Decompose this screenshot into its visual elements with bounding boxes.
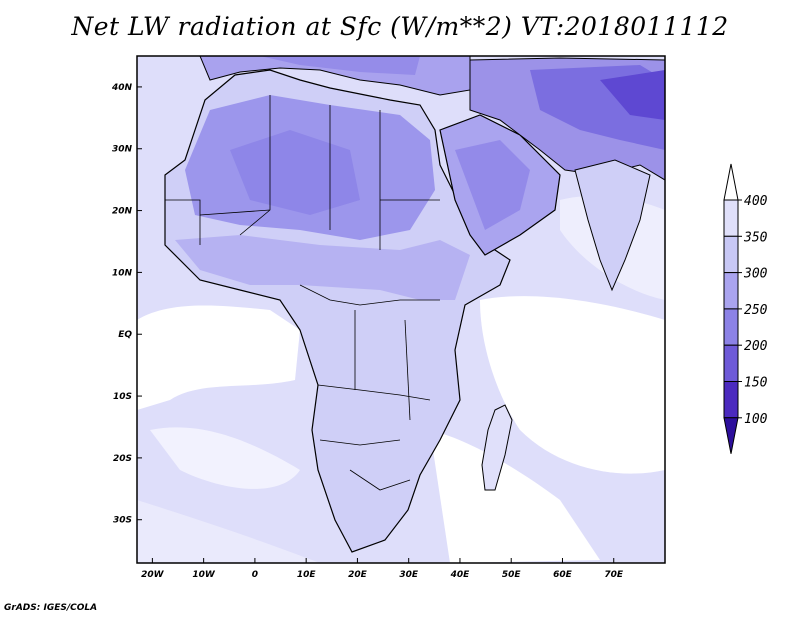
lon-tick-label: 10W: [192, 570, 216, 580]
latitude-axis: 40N 30N 20N 10N EQ 10S 20S 30S: [111, 83, 142, 526]
colorbar-label: 400: [744, 194, 768, 209]
lon-tick-label: 20W: [141, 570, 165, 580]
colorbar-box: [723, 235, 739, 274]
colorbar-label: 150: [744, 376, 768, 391]
lat-tick-label: 10N: [112, 268, 133, 278]
colorbar-box: [723, 272, 739, 310]
colorbar-box: [723, 308, 739, 346]
colorbar-label: 350: [743, 230, 768, 245]
lat-tick-label: 20N: [112, 207, 133, 217]
lat-tick-label: 30N: [112, 145, 133, 155]
map-frame: [136, 55, 666, 564]
colorbar-label: 250: [744, 303, 768, 318]
colorbar-box: [723, 381, 739, 419]
madagascar: [481, 404, 513, 491]
map-title: Net LW radiation at Sfc (W/m**2) VT:2018…: [71, 12, 729, 41]
lon-tick-label: 20E: [348, 570, 368, 580]
lon-tick-label: 40E: [450, 570, 471, 580]
lat-tick-label: 30S: [113, 516, 132, 526]
grads-credit: GrADS: IGES/COLA: [4, 603, 98, 613]
radiation-field: [137, 56, 665, 563]
lat-tick-label: 10S: [113, 392, 132, 402]
colorbar-label: 300: [743, 267, 768, 282]
colorbar: 400 350 300 250 200 150 100: [723, 163, 768, 454]
lon-tick-label: 70E: [604, 570, 624, 580]
lon-tick-label: 30E: [399, 570, 419, 580]
colorbar-top-arrow: [723, 163, 739, 201]
india-land: [574, 159, 651, 292]
lat-tick-label: EQ: [118, 330, 132, 340]
lon-tick-label: 50E: [502, 570, 522, 580]
colorbar-label: 100: [744, 412, 768, 427]
longitude-axis: 20W 10W 0 10E 20E 30E 40E 50E 60E 70E: [141, 558, 624, 580]
lat-tick-label: 40N: [111, 83, 133, 93]
colorbar-bottom-arrow: [723, 417, 739, 454]
lon-tick-label: 10E: [297, 570, 317, 580]
colorbar-box: [723, 199, 739, 237]
lon-tick-label: 60E: [553, 570, 573, 580]
lon-tick-label: 0: [252, 570, 258, 580]
colorbar-box: [723, 344, 739, 383]
colorbar-label: 200: [744, 339, 768, 354]
lat-tick-label: 20S: [113, 454, 132, 464]
